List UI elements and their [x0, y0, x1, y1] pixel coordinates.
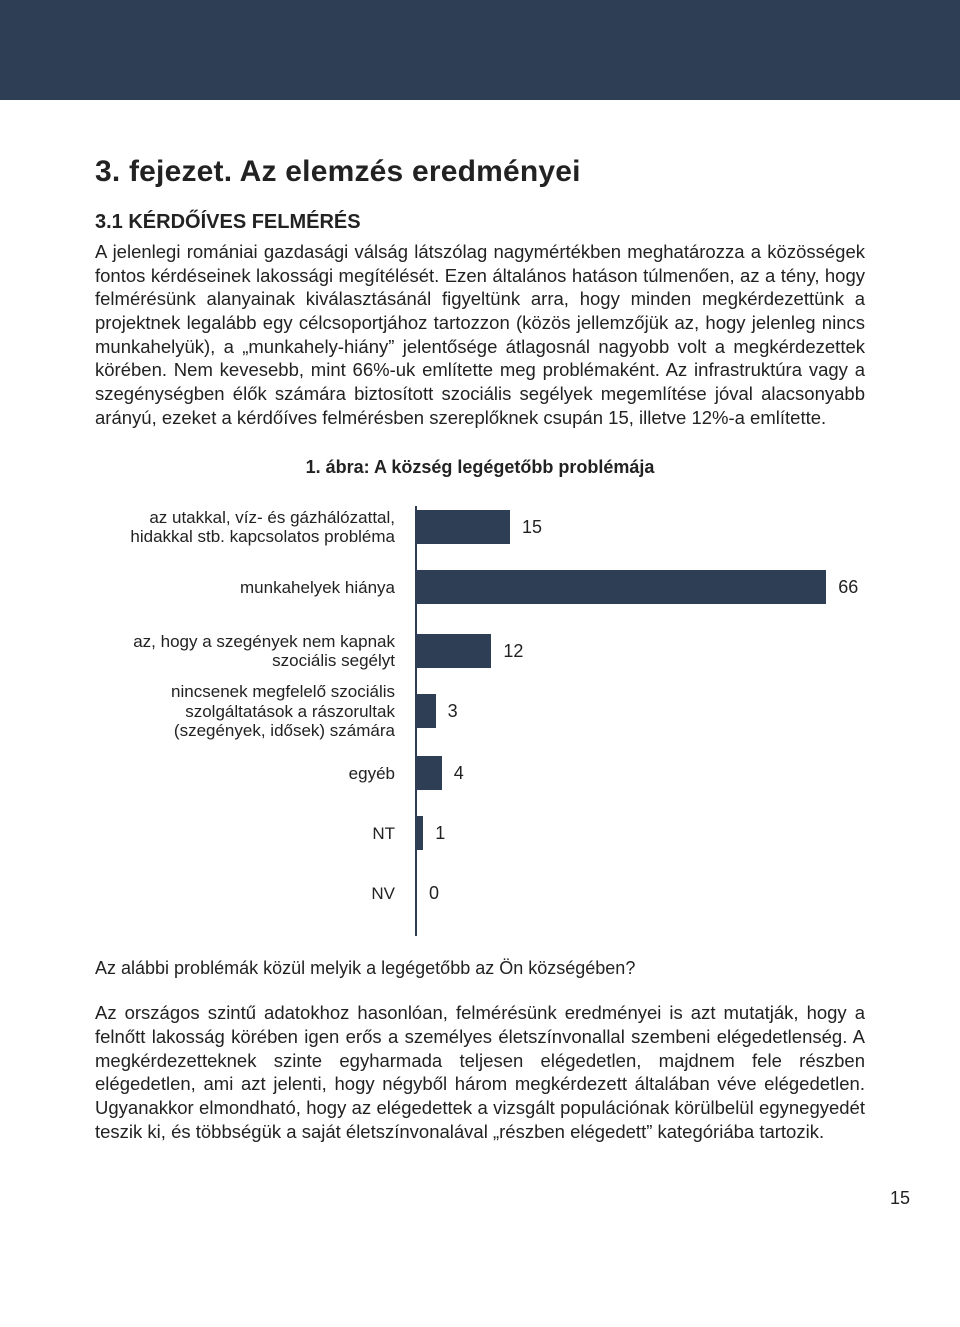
chart-bar-value: 0 — [429, 883, 439, 904]
section-title: 3.1 KÉRDŐÍVES FELMÉRÉS — [95, 211, 865, 234]
closing-paragraph: Az országos szintű adatokhoz hasonlóan, … — [95, 1001, 865, 1143]
chart-row-label: az utakkal, víz- és gázhálózattal, hidak… — [95, 508, 405, 547]
chart-bar — [417, 816, 423, 850]
chart-row-label: NV — [95, 884, 405, 904]
intro-paragraph: A jelenlegi romániai gazdasági válság lá… — [95, 240, 865, 429]
chart-row: az, hogy a szegények nem kapnak szociáli… — [95, 630, 865, 672]
chart-row-label: munkahelyek hiánya — [95, 578, 405, 598]
chart-bar-wrap: 66 — [415, 570, 858, 604]
chapter-title: 3. fejezet. Az elemzés eredményei — [95, 155, 865, 189]
chart-row: NV 0 — [95, 876, 865, 910]
chart-bar — [417, 756, 442, 790]
chart-row-label: nincsenek megfelelő szociális szolgáltat… — [95, 682, 405, 741]
chart-row-label: az, hogy a szegények nem kapnak szociáli… — [95, 632, 405, 671]
page-content: 3. fejezet. Az elemzés eredményei 3.1 KÉ… — [0, 100, 960, 1173]
chart-row: NT 1 — [95, 816, 865, 850]
header-band — [0, 0, 960, 100]
chart-bar-wrap: 15 — [415, 510, 542, 544]
chart-bar-wrap: 0 — [415, 876, 439, 910]
chart-bar — [417, 570, 826, 604]
chart-row: az utakkal, víz- és gázhálózattal, hidak… — [95, 506, 865, 548]
chart-bar-value: 66 — [838, 577, 858, 598]
chart-bar-value: 15 — [522, 517, 542, 538]
chart-bar-wrap: 4 — [415, 756, 464, 790]
bar-chart: az utakkal, víz- és gázhálózattal, hidak… — [95, 506, 865, 936]
page-number: 15 — [0, 1173, 960, 1229]
chart-row-label: NT — [95, 824, 405, 844]
chart-row-label: egyéb — [95, 764, 405, 784]
figure-caption: 1. ábra: A község legégetőbb problémája — [95, 457, 865, 478]
chart-bar-wrap: 12 — [415, 634, 523, 668]
document-page: 3. fejezet. Az elemzés eredményei 3.1 KÉ… — [0, 0, 960, 1229]
chart-bar — [417, 510, 510, 544]
chart-bar — [417, 634, 491, 668]
chart-bar-value: 4 — [454, 763, 464, 784]
chart-bar-value: 12 — [503, 641, 523, 662]
chart-bar-wrap: 3 — [415, 694, 458, 728]
chart-row: munkahelyek hiánya 66 — [95, 570, 865, 604]
chart-row: egyéb 4 — [95, 756, 865, 790]
chart-bar — [417, 694, 436, 728]
chart-bar-value: 3 — [448, 701, 458, 722]
chart-bar-wrap: 1 — [415, 816, 445, 850]
chart-row: nincsenek megfelelő szociális szolgáltat… — [95, 690, 865, 732]
chart-bar-value: 1 — [435, 823, 445, 844]
survey-question: Az alábbi problémák közül melyik a legég… — [95, 958, 865, 979]
